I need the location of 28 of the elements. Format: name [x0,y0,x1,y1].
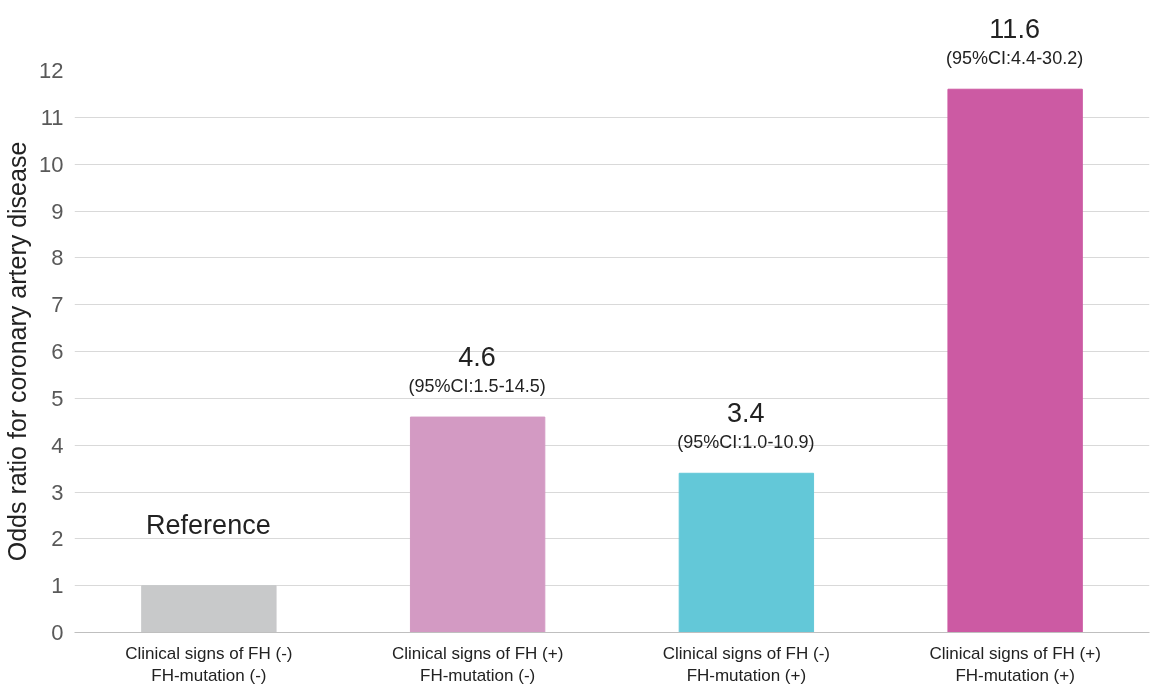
x-tick-label: Clinical signs of FH (-) FH-mutation (+) [662,643,830,686]
bar [409,416,546,633]
y-tick-label: 0 [51,620,64,645]
data-label: 3.4 [727,397,765,429]
data-label: 4.6 [458,341,496,373]
annotation: (95%CI:4.4-30.2) [946,47,1084,69]
annotation: (95%CI:1.0-10.9) [677,431,815,453]
x-tick-label: Clinical signs of FH (+) FH-mutation (-) [391,643,564,686]
data-label: 11.6 [989,13,1040,45]
y-tick-label: 5 [51,385,64,411]
y-tick-label: 11 [40,104,64,130]
bar [947,88,1083,633]
y-tick-label: 8 [51,245,64,271]
y-tick-label: 7 [51,292,64,318]
bar [678,472,815,633]
y-tick-label: 2 [51,526,64,552]
y-tick-label: 12 [39,58,64,83]
data-label: Reference [146,510,271,542]
x-tick-label: Clinical signs of FH (-) FH-mutation (-) [125,643,293,686]
y-tick-label: 6 [51,339,64,364]
y-tick-label: 3 [51,479,64,505]
y-tick-label: 4 [51,432,64,458]
y-axis-title: Odds ratio for coronary artery disease [3,141,32,562]
y-tick-label: 1 [51,573,64,599]
y-tick-label: 10 [39,151,64,177]
y-tick-label: 9 [51,198,64,224]
x-tick-label: Clinical signs of FH (+) FH-mutation (+) [929,643,1101,686]
annotation: (95%CI:1.5-14.5) [408,375,546,397]
